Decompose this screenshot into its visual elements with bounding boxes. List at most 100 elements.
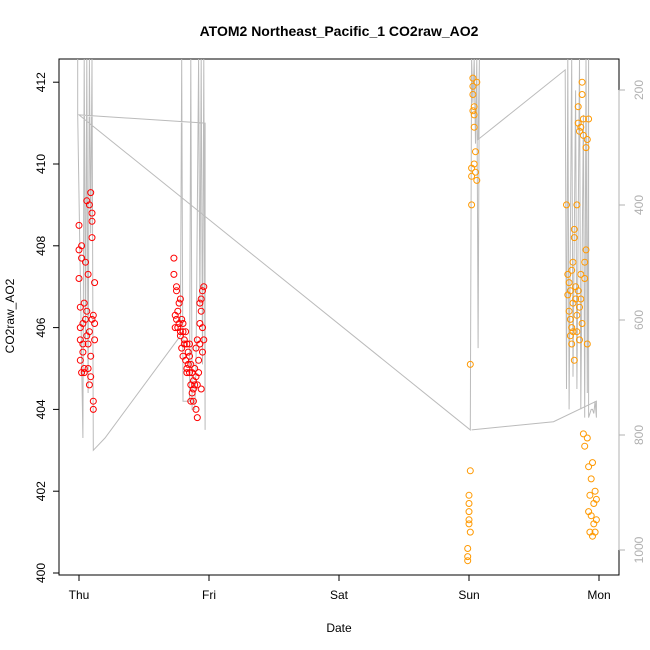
points-layer (75, 74, 600, 565)
data-point (589, 459, 596, 467)
data-point (563, 201, 570, 209)
data-point (187, 397, 195, 405)
data-point (193, 336, 201, 344)
data-point (184, 348, 192, 356)
data-point (577, 270, 585, 278)
right-tick-label: 400 (632, 195, 646, 215)
data-point (466, 528, 474, 536)
data-point (465, 516, 473, 524)
data-point (84, 365, 92, 372)
data-point (564, 270, 572, 278)
data-point (468, 172, 476, 180)
data-point (583, 434, 591, 442)
data-point (473, 176, 481, 184)
data-point (89, 405, 97, 413)
data-point (464, 553, 472, 561)
data-point (84, 340, 92, 348)
data-point (592, 516, 600, 524)
data-point (186, 352, 193, 360)
data-point (570, 356, 578, 364)
data-point (199, 324, 206, 332)
data-point (565, 307, 573, 315)
data-point (91, 279, 99, 287)
data-point (578, 320, 586, 327)
data-point (568, 266, 576, 274)
data-point (469, 74, 477, 82)
plot-frame (58, 58, 620, 576)
data-point (466, 360, 474, 368)
data-point (179, 328, 187, 336)
data-point (76, 303, 84, 311)
data-point (579, 430, 587, 438)
data-point (192, 405, 200, 413)
data-point (585, 115, 593, 123)
data-point (78, 242, 86, 250)
data-point (186, 340, 193, 348)
y-tick-label: 402 (34, 481, 48, 501)
data-point (591, 487, 599, 495)
data-point (80, 369, 88, 377)
trace-line (77, 58, 597, 452)
right-tick-label: 800 (632, 425, 646, 445)
data-point (89, 397, 97, 405)
data-point (85, 381, 93, 389)
data-point (189, 385, 197, 393)
data-point (469, 107, 477, 115)
data-point (84, 270, 92, 278)
data-point (195, 356, 203, 364)
y-tick-label: 412 (34, 72, 48, 92)
x-tick-label: Thu (69, 588, 90, 602)
data-point (566, 315, 574, 323)
data-point (184, 360, 192, 368)
data-point (464, 545, 472, 552)
data-point (585, 463, 593, 471)
data-point (85, 328, 93, 336)
data-point (576, 303, 583, 311)
data-point (188, 389, 196, 397)
x-tick-label: Sat (330, 588, 349, 602)
data-point (89, 311, 97, 319)
data-point (180, 340, 188, 348)
data-point (576, 336, 583, 344)
data-point (468, 201, 476, 209)
data-point (468, 164, 476, 172)
x-tick-label: Fri (202, 588, 216, 602)
data-point (578, 91, 586, 98)
data-point (568, 340, 576, 348)
data-point (191, 381, 199, 389)
y-axis: 400 402 404 406 408 410 412 (34, 72, 60, 583)
chart-title: ATOM2 Northeast_Pacific_1 CO2raw_AO2 (200, 23, 479, 39)
data-point (183, 340, 191, 348)
data-point (469, 91, 477, 98)
data-point (78, 254, 86, 262)
data-point (582, 246, 590, 254)
x-tick-label: Mon (587, 588, 610, 602)
data-point (570, 225, 578, 233)
data-point (87, 373, 95, 381)
data-point (199, 348, 206, 356)
data-point (176, 328, 184, 336)
data-point (578, 78, 586, 86)
data-point (470, 123, 478, 131)
data-point (173, 287, 180, 295)
right-tick-label: 200 (632, 80, 646, 100)
data-point (82, 258, 89, 266)
data-point (569, 258, 577, 266)
data-point (79, 348, 87, 356)
data-point (465, 491, 473, 499)
data-point (197, 385, 205, 393)
data-point (573, 328, 581, 336)
data-point (579, 131, 587, 139)
data-point (76, 356, 84, 364)
data-point (200, 336, 208, 344)
x-axis-label: Date (326, 621, 352, 635)
y-tick-label: 408 (34, 235, 48, 255)
data-point (192, 344, 200, 352)
data-point (583, 340, 591, 348)
data-point (570, 234, 578, 242)
y-tick-label: 404 (34, 399, 48, 419)
y-tick-label: 410 (34, 154, 48, 174)
data-point (176, 295, 184, 303)
data-point (171, 324, 179, 332)
data-point (83, 307, 91, 315)
